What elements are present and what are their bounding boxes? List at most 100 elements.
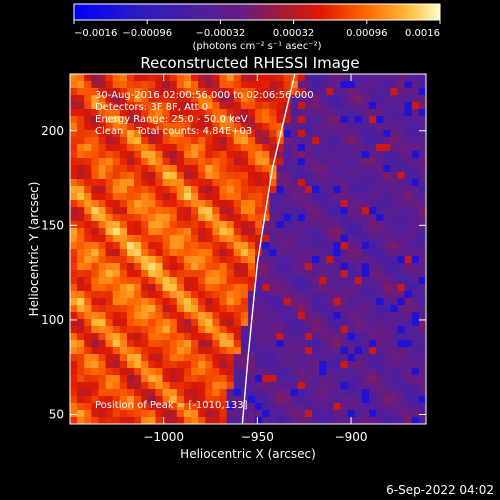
heatmap-cell [162, 417, 170, 424]
heatmap-cell [248, 193, 256, 201]
heatmap-cell [77, 319, 85, 327]
heatmap-cell [383, 235, 391, 243]
heatmap-cell [312, 347, 320, 355]
heatmap-cell [326, 151, 334, 159]
heatmap-cell [155, 95, 163, 103]
heatmap-cell [312, 361, 320, 369]
heatmap-cell [297, 102, 306, 110]
heatmap-cell [390, 200, 398, 208]
heatmap-cell [269, 109, 277, 117]
heatmap-cell [70, 375, 78, 383]
heatmap-cell [105, 389, 114, 397]
heatmap-cell [347, 88, 356, 96]
heatmap-cell [390, 193, 398, 201]
heatmap-cell [112, 193, 121, 201]
heatmap-cell [169, 221, 178, 229]
heatmap-cell [340, 389, 348, 397]
heatmap-cell [77, 130, 85, 138]
heatmap-cell [276, 256, 284, 264]
heatmap-cell [255, 284, 263, 292]
heatmap-cell [404, 410, 413, 418]
heatmap-cell [212, 221, 220, 229]
heatmap-cell [319, 256, 327, 264]
heatmap-cell [319, 95, 327, 103]
heatmap-cell [70, 137, 78, 145]
heatmap-cell [390, 368, 398, 376]
heatmap-cell [397, 347, 405, 355]
heatmap-cell [276, 340, 284, 348]
heatmap-cell [134, 354, 142, 362]
heatmap-cell [376, 417, 384, 424]
heatmap-cell [226, 214, 235, 222]
heatmap-cell [397, 298, 405, 306]
heatmap-cell [91, 81, 99, 89]
heatmap-cell [411, 214, 420, 222]
heatmap-cell [255, 375, 263, 383]
heatmap-cell [404, 207, 413, 215]
heatmap-cell [134, 130, 142, 138]
heatmap-cell [162, 312, 170, 320]
heatmap-cell [191, 109, 199, 117]
heatmap-cell [212, 340, 220, 348]
heatmap-cell [312, 403, 320, 411]
heatmap-cell [98, 249, 106, 257]
heatmap-cell [269, 242, 277, 250]
heatmap-cell [84, 284, 92, 292]
heatmap-cell [376, 291, 384, 299]
heatmap-cell [162, 382, 170, 390]
heatmap-cell [262, 242, 270, 250]
heatmap-cell [126, 347, 135, 355]
heatmap-cell [411, 186, 420, 194]
heatmap-cell [369, 137, 377, 145]
heatmap-cell [354, 368, 363, 376]
heatmap-cell [290, 270, 299, 278]
heatmap-cell [105, 228, 114, 236]
heatmap-cell [233, 88, 242, 96]
heatmap-cell [112, 312, 121, 320]
heatmap-cell [126, 172, 135, 180]
heatmap-cell [376, 403, 384, 411]
heatmap-cell [319, 193, 327, 201]
heatmap-cell [404, 256, 413, 264]
heatmap-cell [297, 291, 306, 299]
heatmap-cell [240, 158, 249, 166]
heatmap-cell [361, 102, 370, 110]
heatmap-cell [376, 277, 384, 285]
heatmap-cell [304, 354, 313, 362]
heatmap-cell [262, 123, 270, 131]
heatmap-cell [255, 116, 263, 124]
heatmap-cell [169, 179, 178, 187]
heatmap-cell [91, 186, 99, 194]
heatmap-cell [198, 256, 206, 264]
heatmap-cell [319, 382, 327, 390]
heatmap-cell [269, 116, 277, 124]
heatmap-cell [148, 116, 156, 124]
heatmap-cell [411, 165, 420, 173]
heatmap-cell [148, 270, 156, 278]
heatmap-cell [418, 396, 426, 404]
heatmap-cell [240, 375, 249, 383]
heatmap-cell [383, 151, 391, 159]
heatmap-cell [262, 95, 270, 103]
heatmap-cell [240, 144, 249, 152]
heatmap-cell [333, 403, 341, 411]
heatmap-cell [347, 298, 356, 306]
heatmap-cell [91, 242, 99, 250]
heatmap-cell [162, 151, 170, 159]
heatmap-cell [70, 291, 78, 299]
heatmap-cell [155, 403, 163, 411]
heatmap-cell [155, 249, 163, 257]
heatmap-cell [226, 207, 235, 215]
heatmap-cell [276, 277, 284, 285]
footer-date: 6-Sep-2022 04:02 [386, 483, 494, 497]
heatmap-cell [176, 291, 185, 299]
heatmap-cell [212, 186, 220, 194]
heatmap-cell [176, 158, 185, 166]
heatmap-cell [84, 291, 92, 299]
heatmap-cell [226, 389, 235, 397]
heatmap-cell [112, 333, 121, 341]
heatmap-cell [226, 319, 235, 327]
heatmap-cell [383, 172, 391, 180]
heatmap-cell [205, 277, 213, 285]
heatmap-cell [233, 74, 242, 82]
